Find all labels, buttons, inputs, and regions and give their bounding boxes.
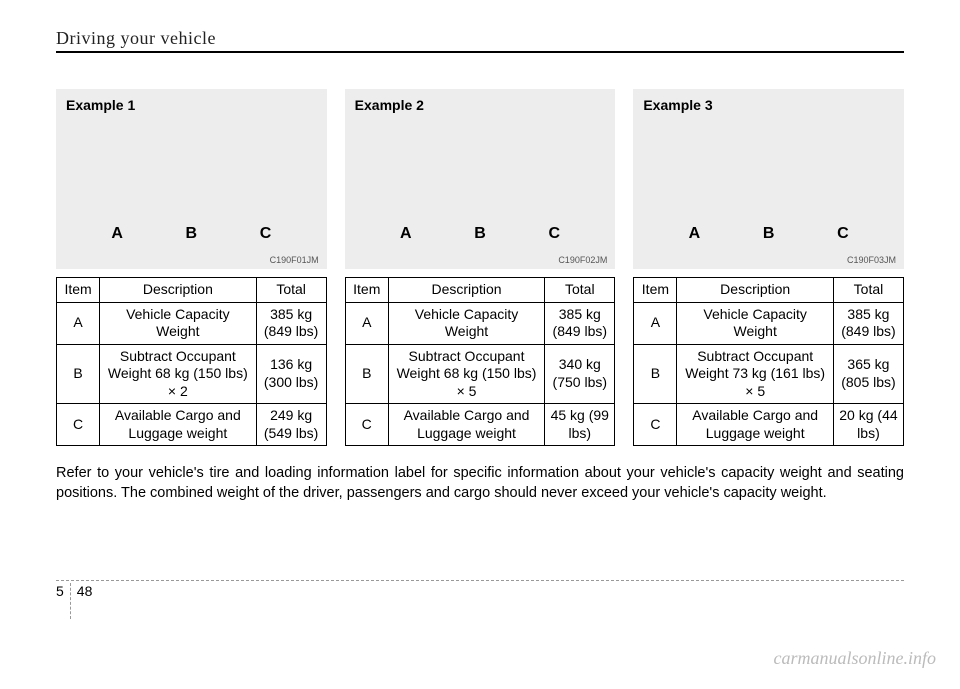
table-header-row: Item Description Total <box>345 278 615 303</box>
figure-code: C190F02JM <box>558 255 607 265</box>
figure-letter: C <box>260 225 272 243</box>
cell-item: B <box>634 344 677 404</box>
cell-total: 365 kg (805 lbs) <box>833 344 903 404</box>
figure-letter: A <box>400 225 412 243</box>
cell-desc: Subtract Occupant Weight 73 kg (161 lbs)… <box>677 344 833 404</box>
table-row: A Vehicle Capacity Weight 385 kg (849 lb… <box>634 302 904 344</box>
figure-letters: A B C <box>56 225 327 243</box>
cell-desc: Available Cargo and Luggage weight <box>100 404 256 446</box>
example-column: Example 1 A B C C190F01JM Item Descripti… <box>56 89 327 446</box>
col-total: Total <box>256 278 326 303</box>
figure-letter: C <box>548 225 560 243</box>
page-number: 48 <box>77 583 93 599</box>
cell-desc: Available Cargo and Luggage weight <box>677 404 833 446</box>
figure-code: C190F03JM <box>847 255 896 265</box>
figure-letter: B <box>186 225 198 243</box>
col-total: Total <box>833 278 903 303</box>
table-row: A Vehicle Capacity Weight 385 kg (849 lb… <box>345 302 615 344</box>
figure-code: C190F01JM <box>270 255 319 265</box>
cell-desc: Subtract Occupant Weight 68 kg (150 lbs)… <box>388 344 544 404</box>
example-table: Item Description Total A Vehicle Capacit… <box>633 277 904 446</box>
figure-letter: C <box>837 225 849 243</box>
example-title: Example 3 <box>643 97 712 113</box>
col-item: Item <box>634 278 677 303</box>
cell-total: 45 kg (99 lbs) <box>545 404 615 446</box>
example-figure: Example 2 A B C C190F02JM <box>345 89 616 269</box>
example-table: Item Description Total A Vehicle Capacit… <box>345 277 616 446</box>
table-row: B Subtract Occupant Weight 73 kg (161 lb… <box>634 344 904 404</box>
cell-desc: Subtract Occupant Weight 68 kg (150 lbs)… <box>100 344 256 404</box>
col-description: Description <box>677 278 833 303</box>
example-column: Example 3 A B C C190F03JM Item Descripti… <box>633 89 904 446</box>
cell-item: C <box>57 404 100 446</box>
example-figure: Example 1 A B C C190F01JM <box>56 89 327 269</box>
cell-item: C <box>345 404 388 446</box>
table-header-row: Item Description Total <box>57 278 327 303</box>
page-footer: 5 48 <box>56 580 904 619</box>
table-row: C Available Cargo and Luggage weight 20 … <box>634 404 904 446</box>
example-table: Item Description Total A Vehicle Capacit… <box>56 277 327 446</box>
cell-item: A <box>345 302 388 344</box>
table-row: C Available Cargo and Luggage weight 249… <box>57 404 327 446</box>
col-description: Description <box>100 278 256 303</box>
cell-item: B <box>345 344 388 404</box>
figure-letter: A <box>689 225 701 243</box>
cell-total: 340 kg (750 lbs) <box>545 344 615 404</box>
table-row: B Subtract Occupant Weight 68 kg (150 lb… <box>345 344 615 404</box>
cell-item: B <box>57 344 100 404</box>
example-figure: Example 3 A B C C190F03JM <box>633 89 904 269</box>
cell-desc: Vehicle Capacity Weight <box>100 302 256 344</box>
figure-letter: B <box>763 225 775 243</box>
note-paragraph: Refer to your vehicle's tire and loading… <box>56 464 904 503</box>
table-row: B Subtract Occupant Weight 68 kg (150 lb… <box>57 344 327 404</box>
col-description: Description <box>388 278 544 303</box>
cell-total: 249 kg (549 lbs) <box>256 404 326 446</box>
watermark: carmanualsonline.info <box>774 648 937 669</box>
figure-letters: A B C <box>345 225 616 243</box>
table-row: A Vehicle Capacity Weight 385 kg (849 lb… <box>57 302 327 344</box>
col-item: Item <box>345 278 388 303</box>
col-item: Item <box>57 278 100 303</box>
cell-desc: Vehicle Capacity Weight <box>677 302 833 344</box>
cell-total: 20 kg (44 lbs) <box>833 404 903 446</box>
cell-item: C <box>634 404 677 446</box>
cell-total: 385 kg (849 lbs) <box>833 302 903 344</box>
manual-page: Driving your vehicle Example 1 A B C C19… <box>0 0 960 689</box>
cell-item: A <box>634 302 677 344</box>
cell-total: 385 kg (849 lbs) <box>545 302 615 344</box>
example-title: Example 1 <box>66 97 135 113</box>
table-row: C Available Cargo and Luggage weight 45 … <box>345 404 615 446</box>
examples-row: Example 1 A B C C190F01JM Item Descripti… <box>56 89 904 446</box>
figure-letter: B <box>474 225 486 243</box>
cell-desc: Available Cargo and Luggage weight <box>388 404 544 446</box>
figure-letter: A <box>111 225 123 243</box>
example-column: Example 2 A B C C190F02JM Item Descripti… <box>345 89 616 446</box>
chapter-number: 5 <box>56 583 71 619</box>
table-header-row: Item Description Total <box>634 278 904 303</box>
cell-desc: Vehicle Capacity Weight <box>388 302 544 344</box>
col-total: Total <box>545 278 615 303</box>
section-title: Driving your vehicle <box>56 28 904 53</box>
cell-item: A <box>57 302 100 344</box>
example-title: Example 2 <box>355 97 424 113</box>
cell-total: 385 kg (849 lbs) <box>256 302 326 344</box>
figure-letters: A B C <box>633 225 904 243</box>
cell-total: 136 kg (300 lbs) <box>256 344 326 404</box>
